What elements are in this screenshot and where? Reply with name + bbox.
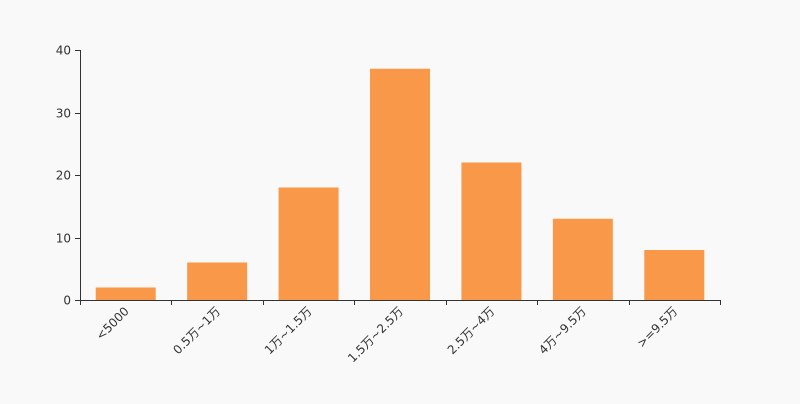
y-tick-label: 20: [56, 169, 71, 183]
bar: [187, 262, 248, 300]
x-tick-label: 2.5万~4万: [445, 304, 498, 357]
x-axis-ticks: <5000 0.5万~1万 1万~1.5万 1.5万~2.5万 2.5万~4万 4万~9.…: [80, 300, 721, 365]
bar: [644, 250, 705, 300]
x-tick-label: 4万~9.5万: [536, 304, 589, 357]
bar: [461, 162, 522, 300]
bar: [552, 218, 613, 300]
y-tick-label: 10: [56, 232, 71, 246]
bar: [95, 287, 156, 300]
x-tick-label: 0.5万~1万: [170, 304, 223, 357]
bars: [95, 68, 705, 300]
y-tick-label: 40: [56, 44, 71, 58]
y-axis-ticks: 0 10 20 30 40: [56, 44, 80, 308]
x-tick-label: <5000: [93, 304, 132, 343]
x-tick-label: 1.5万~2.5万: [345, 304, 406, 365]
bar: [370, 68, 430, 300]
x-tick-label: >=9.5万: [634, 304, 680, 350]
bar: [278, 187, 339, 300]
y-tick-label: 0: [63, 294, 71, 308]
y-tick-label: 30: [56, 107, 71, 121]
x-tick-label: 1万~1.5万: [262, 304, 315, 357]
